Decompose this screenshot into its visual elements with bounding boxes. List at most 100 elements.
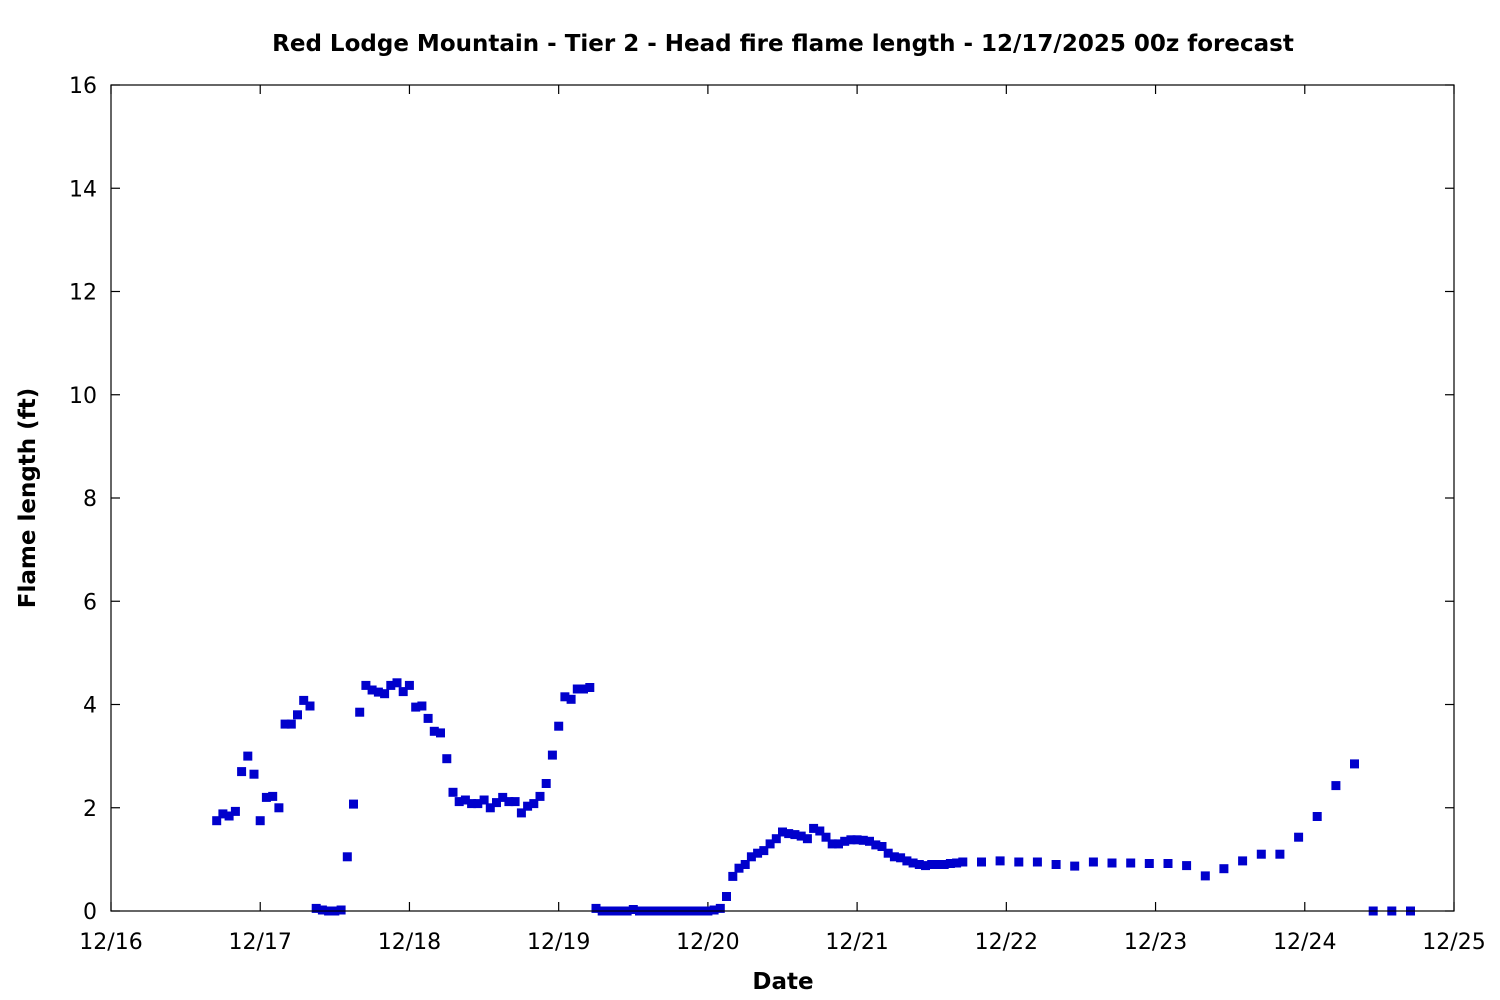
data-point — [485, 803, 495, 813]
data-point — [473, 799, 483, 809]
data-point — [237, 767, 247, 777]
data-point — [1051, 860, 1061, 869]
data-point — [411, 702, 421, 712]
data-point — [492, 798, 501, 808]
x-tick-label: 12/16 — [79, 930, 142, 955]
data-point — [827, 839, 837, 849]
x-tick-label: 12/25 — [1422, 930, 1485, 955]
data-point — [1163, 859, 1173, 868]
data-point — [945, 859, 955, 868]
data-point — [398, 687, 408, 697]
data-point — [722, 892, 731, 901]
data-point — [877, 842, 887, 851]
data-point — [834, 839, 843, 849]
data-point — [753, 848, 763, 858]
data-point — [871, 840, 881, 850]
data-point — [510, 797, 520, 807]
data-point — [342, 852, 352, 862]
data-point — [224, 811, 234, 821]
data-point — [305, 701, 315, 711]
x-tick-label: 12/24 — [1273, 930, 1336, 955]
data-point — [927, 860, 937, 869]
data-point — [1144, 859, 1154, 868]
y-tick-label: 2 — [83, 797, 97, 822]
x-tick-label: 12/21 — [825, 930, 888, 955]
data-point — [1331, 781, 1341, 791]
data-point — [809, 823, 819, 833]
data-point — [1312, 812, 1322, 821]
data-point — [921, 861, 930, 871]
data-point — [286, 719, 296, 729]
data-point — [1350, 759, 1359, 769]
data-point — [467, 799, 477, 809]
data-point — [908, 858, 918, 868]
data-point — [230, 806, 240, 816]
data-point — [243, 751, 253, 761]
data-point — [367, 685, 377, 695]
data-point — [392, 678, 402, 688]
data-point — [784, 829, 794, 839]
data-point — [1294, 832, 1304, 842]
data-point — [498, 792, 508, 802]
data-point — [865, 836, 874, 846]
y-tick-label: 0 — [83, 900, 97, 925]
data-point — [541, 779, 551, 788]
data-point — [1126, 858, 1136, 868]
data-point — [516, 808, 526, 818]
data-point — [373, 687, 383, 697]
data-point — [896, 853, 906, 863]
y-axis: 0 2 4 6 8 10 12 14 16 — [69, 74, 1454, 925]
data-point — [858, 835, 868, 845]
data-point — [715, 903, 725, 913]
data-point — [479, 795, 489, 805]
data-point — [535, 791, 545, 801]
data-point — [914, 860, 924, 869]
y-tick-label: 14 — [69, 177, 97, 202]
x-tick-label: 12/20 — [676, 930, 739, 955]
data-point — [274, 803, 284, 813]
data-point — [889, 852, 899, 862]
data-point — [454, 797, 464, 807]
data-point — [566, 694, 576, 704]
data-point — [349, 799, 358, 809]
data-point — [840, 836, 850, 846]
data-point — [355, 707, 365, 717]
data-point — [554, 721, 564, 731]
data-point — [846, 835, 856, 845]
data-point — [1070, 861, 1080, 871]
data-point — [771, 834, 781, 844]
data-point — [442, 754, 452, 764]
data-point — [977, 857, 986, 867]
data-point — [952, 858, 962, 868]
data-point — [1107, 858, 1117, 868]
data-point — [778, 827, 787, 837]
y-tick-label: 12 — [69, 281, 97, 306]
data-point — [417, 701, 427, 711]
x-tick-label: 12/23 — [1124, 930, 1187, 955]
y-tick-label: 16 — [69, 74, 97, 99]
data-point — [821, 832, 831, 842]
y-tick-label: 4 — [83, 694, 97, 719]
data-point — [591, 903, 601, 913]
data-point — [1182, 861, 1192, 871]
data-point — [759, 846, 769, 856]
data-point — [249, 769, 259, 779]
data-point — [280, 719, 290, 729]
data-point — [560, 692, 570, 702]
data-point — [1275, 849, 1285, 859]
data-point — [1200, 871, 1210, 881]
data-point — [1238, 856, 1248, 866]
data-point — [386, 680, 396, 690]
chart-title: Red Lodge Mountain - Tier 2 - Head fire … — [272, 31, 1294, 57]
data-point — [746, 852, 756, 862]
data-point — [299, 695, 309, 705]
data-point — [448, 787, 458, 797]
data-point — [933, 860, 943, 869]
data-point — [423, 713, 433, 723]
data-point — [261, 792, 271, 802]
data-point — [802, 834, 812, 844]
data-point — [436, 728, 445, 738]
y-tick-label: 8 — [83, 487, 97, 512]
data-point — [547, 750, 557, 760]
